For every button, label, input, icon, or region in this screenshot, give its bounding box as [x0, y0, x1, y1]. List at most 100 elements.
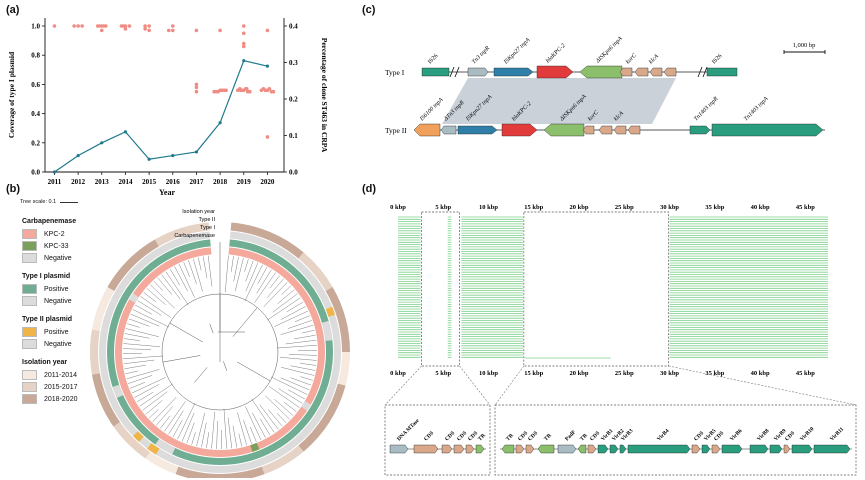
gene-arrow [453, 444, 465, 454]
x-tick-label: 2016 [166, 178, 181, 186]
zoom-box-left [384, 404, 491, 476]
blast-axis-bottom-label: 30 kbp [660, 370, 679, 377]
gene-arrow [691, 444, 701, 454]
coverage-point [143, 27, 147, 31]
type1-label: Type I [385, 68, 405, 77]
gene-label: CDS [527, 430, 539, 442]
coverage-chart: 2011 2012 2013 2014 2015 2016 2017 2018 2019 2020… [7, 18, 329, 197]
gene-arrow [769, 444, 783, 454]
ring-isolation-year-segment [89, 329, 100, 375]
x-tick-label: 2018 [213, 178, 228, 186]
legend-swatch [22, 296, 37, 306]
blast-hit-lines [398, 216, 828, 358]
blast-axis-top-label: 0 kbp [390, 204, 406, 211]
gene-arrow [389, 444, 409, 454]
gene-label: CDS [589, 430, 601, 442]
legend-title: Isolation year [22, 359, 68, 366]
gene-klcA-arrow-2 [649, 67, 663, 77]
ring-type2-segment [325, 306, 336, 317]
gene-korC-arrow-2 [582, 125, 595, 135]
ring-isolation-year-segment [175, 466, 265, 478]
x-tick-label: 2015 [142, 178, 157, 186]
gene-blakpc-arrow-2 [501, 123, 538, 137]
legend-item: Positive [22, 283, 112, 295]
legend-group: Isolation year 2011-2014 2015-2017 2018-202… [22, 359, 112, 405]
gene-arrow [609, 444, 619, 454]
gene-label: CDS [444, 430, 456, 442]
coverage-point [216, 89, 220, 94]
x-tick-label: 2013 [95, 178, 110, 186]
legend-label: 2015-2017 [44, 383, 78, 391]
blast-axis-bottom-label: 15 kbp [524, 370, 543, 377]
y-left-tick-label: 0.2 [31, 139, 40, 147]
blast-axis-top-label: 35 kbp [705, 204, 724, 211]
tree-scale-label: Tree scale: 0.1 [20, 199, 57, 205]
legend-label: 2018-2020 [44, 395, 78, 403]
gene-arrow [413, 444, 439, 454]
gene-arrow [501, 444, 515, 454]
y-right-tick-label: 0.3 [289, 59, 298, 67]
region-box-left [421, 211, 460, 367]
legend-swatch [22, 339, 37, 349]
y-left-tick-label: 0.8 [31, 52, 40, 60]
gene-klcA-arrow-1 [634, 67, 649, 77]
y-axis-left-label: Coverage of type I plasmid [7, 51, 16, 138]
type2-label: Type II [385, 126, 407, 135]
clone-percentage-point [123, 130, 128, 134]
ring-isolation-year-segment [261, 445, 304, 475]
gene-klcA-arrow-4 [598, 125, 613, 135]
legend-swatch [22, 370, 37, 380]
circular-phylogenetic-tree: Isolation year Type II Type I Carbapenem… [89, 209, 350, 478]
blast-axis-top-label: 30 kbp [660, 204, 679, 211]
blast-axis-top-label: 45 kbp [796, 204, 815, 211]
legend-group: Type II plasmid Positive Negative [22, 316, 112, 350]
coverage-point [194, 28, 199, 33]
coverage-point [218, 28, 222, 33]
ring-isolation-year-segment [91, 287, 115, 331]
ring-label-type1: Type I [200, 225, 215, 231]
panel-label-b: (b) [6, 183, 21, 195]
ring-isolation-year-segment [91, 373, 121, 427]
legend-swatch [22, 229, 37, 239]
gene-arrow [791, 444, 813, 454]
ring-carbapenemase-segment [129, 293, 139, 303]
clone-percentage-point [265, 64, 270, 68]
gene-label: PadF [564, 429, 578, 443]
ring-label-type2: Type II [198, 217, 215, 223]
coverage-point [271, 89, 276, 94]
gene-label: TR [477, 432, 487, 442]
gene-arrow [749, 444, 769, 454]
legend-label: KPC-33 [44, 242, 69, 250]
coverage-point [72, 24, 76, 28]
clone-percentage-point [194, 150, 199, 154]
gene-label: VirB4 [656, 428, 670, 442]
gene-label: Tn1403 tnpR [692, 95, 719, 122]
coverage-point [241, 24, 246, 28]
gene-iskpn6-arrow-2 [543, 123, 585, 137]
blast-axis-top-label: 15 kbp [524, 204, 543, 211]
ring-isolation-year-segment [298, 383, 346, 452]
gene-arrow [597, 444, 609, 454]
ring-isolation-year-segment [230, 222, 304, 259]
x-tick-label: 2019 [237, 178, 252, 186]
ring-isolation-year-segment [155, 222, 210, 247]
ring-isolation-year-segment [107, 239, 159, 291]
tree-legend: Carbapenemase KPC-2 KPC-33 Negative Type I p… [22, 218, 112, 414]
gene-blakpc-arrow [536, 65, 574, 79]
coverage-point [212, 89, 216, 94]
clone-percentage-point [242, 59, 246, 63]
legend-swatch [22, 284, 37, 294]
x-tick-label: 2017 [189, 178, 204, 186]
blast-axis-bottom-label: 40 kbp [751, 370, 770, 377]
legend-label: KPC-2 [44, 230, 65, 238]
x-tick-label: 2011 [48, 178, 62, 186]
gene-label: CDS [467, 430, 479, 442]
gene-label: CDS [517, 430, 529, 442]
gene-arrow [783, 444, 791, 454]
x-tick-label: 2020 [260, 178, 275, 186]
coverage-point [244, 86, 249, 91]
coverage-point [127, 24, 132, 28]
gene-arrow [577, 444, 587, 454]
gene-is26-left [421, 67, 450, 77]
legend-label: Positive [44, 285, 69, 293]
